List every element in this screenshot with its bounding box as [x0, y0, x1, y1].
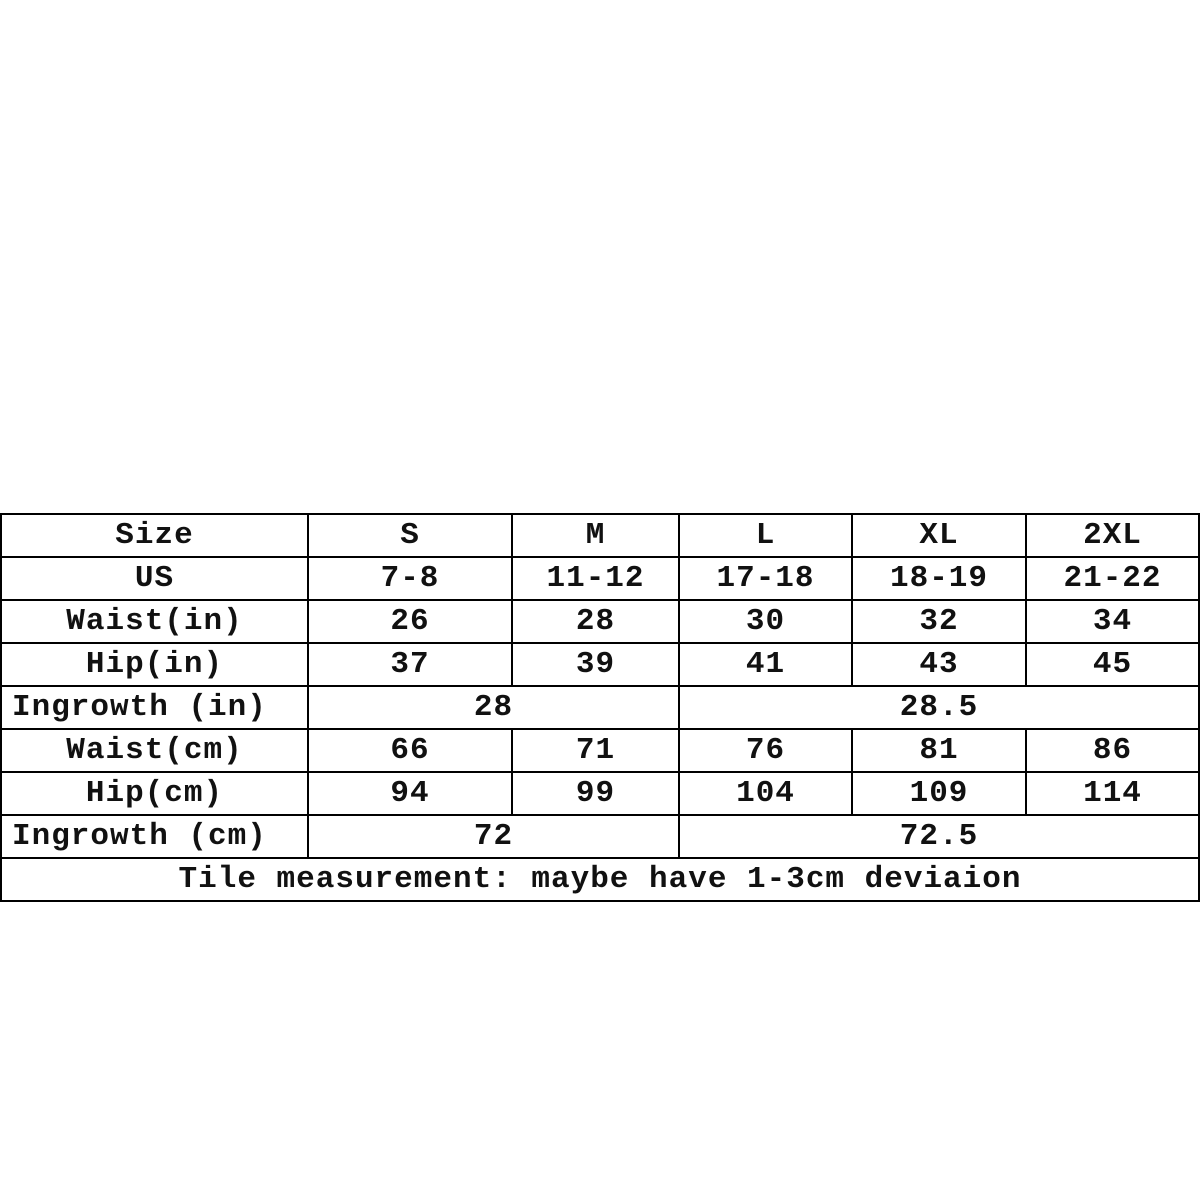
cell: 11-12: [511, 556, 680, 601]
table-row: Tile measurement: maybe have 1-3cm devia…: [0, 857, 1200, 902]
row-label: Waist(cm): [0, 728, 309, 773]
cell: 18-19: [851, 556, 1027, 601]
row-label: US: [0, 556, 309, 601]
header-cell: Size: [0, 513, 309, 558]
header-cell: S: [307, 513, 513, 558]
row-label: Hip(in): [0, 642, 309, 687]
note-cell: Tile measurement: maybe have 1-3cm devia…: [0, 857, 1200, 902]
size-table: Size S M L XL 2XL US 7-8 11-12 17-18 18-19 21-22 Wai…: [0, 513, 1200, 902]
cell: 94: [307, 771, 513, 816]
cell: 45: [1025, 642, 1200, 687]
cell: 81: [851, 728, 1027, 773]
row-label: Hip(cm): [0, 771, 309, 816]
cell: 72: [307, 814, 680, 859]
table-row: Hip(in) 37 39 41 43 45: [0, 642, 1200, 687]
cell: 37: [307, 642, 513, 687]
cell: 30: [678, 599, 853, 644]
table-row: Hip(cm) 94 99 104 109 114: [0, 771, 1200, 816]
cell: 43: [851, 642, 1027, 687]
cell: 17-18: [678, 556, 853, 601]
cell: 114: [1025, 771, 1200, 816]
cell: 32: [851, 599, 1027, 644]
cell: 28: [307, 685, 680, 730]
cell: 104: [678, 771, 853, 816]
cell: 28.5: [678, 685, 1200, 730]
cell: 76: [678, 728, 853, 773]
cell: 26: [307, 599, 513, 644]
row-label: Ingrowth (cm): [0, 814, 309, 859]
header-cell: XL: [851, 513, 1027, 558]
cell: 34: [1025, 599, 1200, 644]
cell: 41: [678, 642, 853, 687]
header-cell: M: [511, 513, 680, 558]
table-row: Ingrowth (in) 28 28.5: [0, 685, 1200, 730]
cell: 72.5: [678, 814, 1200, 859]
table-body: Size S M L XL 2XL US 7-8 11-12 17-18 18-19 21-22 Wai…: [0, 513, 1200, 902]
cell: 109: [851, 771, 1027, 816]
row-label: Ingrowth (in): [0, 685, 309, 730]
header-cell: L: [678, 513, 853, 558]
cell: 66: [307, 728, 513, 773]
table-row: Size S M L XL 2XL: [0, 513, 1200, 558]
cell: 21-22: [1025, 556, 1200, 601]
table-row: US 7-8 11-12 17-18 18-19 21-22: [0, 556, 1200, 601]
cell: 99: [511, 771, 680, 816]
cell: 71: [511, 728, 680, 773]
cell: 7-8: [307, 556, 513, 601]
size-chart: Size S M L XL 2XL US 7-8 11-12 17-18 18-19 21-22 Wai…: [0, 513, 1200, 902]
cell: 28: [511, 599, 680, 644]
table-row: Waist(cm) 66 71 76 81 86: [0, 728, 1200, 773]
cell: 86: [1025, 728, 1200, 773]
header-cell: 2XL: [1025, 513, 1200, 558]
cell: 39: [511, 642, 680, 687]
table-row: Ingrowth (cm) 72 72.5: [0, 814, 1200, 859]
table-row: Waist(in) 26 28 30 32 34: [0, 599, 1200, 644]
row-label: Waist(in): [0, 599, 309, 644]
